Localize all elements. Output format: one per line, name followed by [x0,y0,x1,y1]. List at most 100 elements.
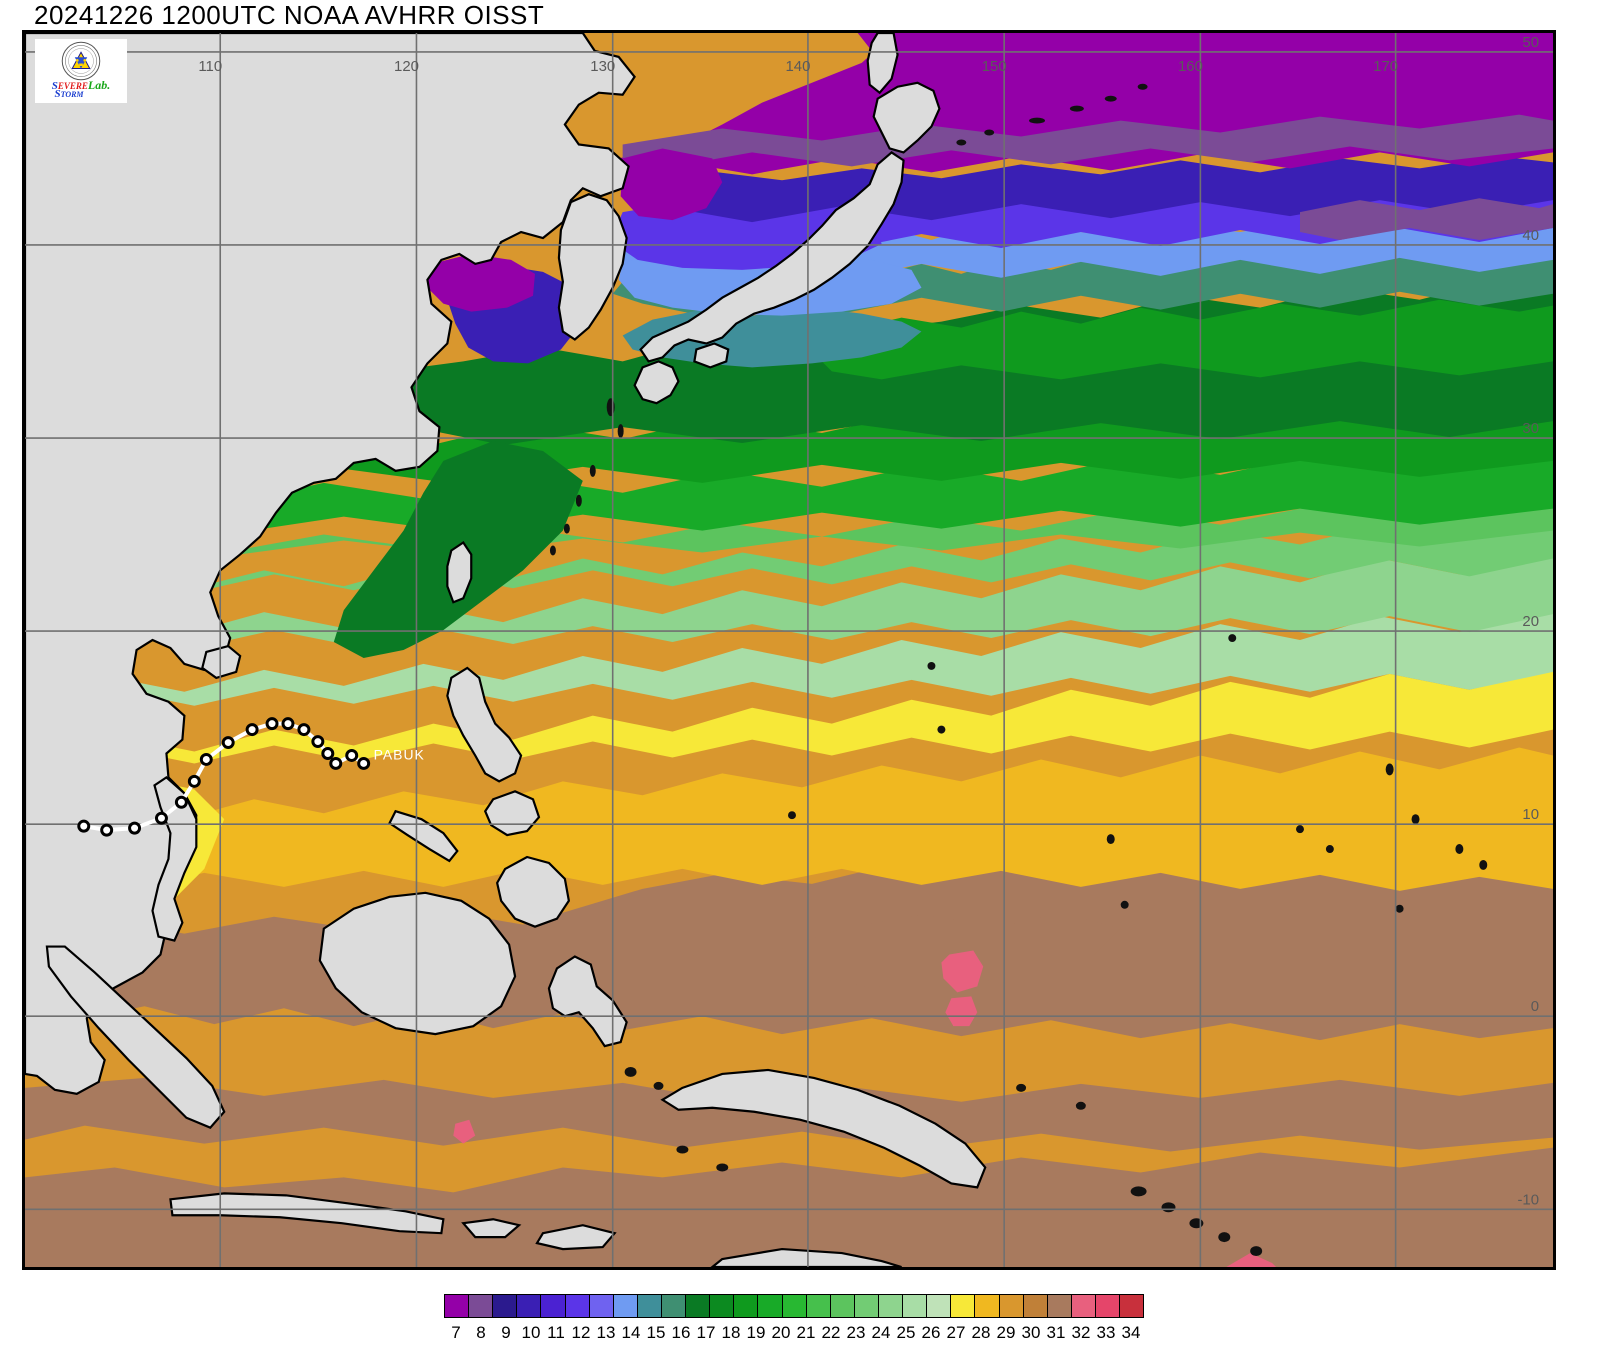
sst-band-7-gray-edge-2 [1299,198,1553,240]
lat-label-20: 20 [1522,613,1539,630]
colorbar-swatch-25 [1047,1295,1072,1317]
colorbar-swatch-1 [469,1295,494,1317]
land-new-guinea [660,1068,987,1189]
map-canvas[interactable]: 110 120 130 140 150 160 170 50 40 30 20 … [22,30,1556,1270]
colorbar-tick-25: 25 [896,1323,916,1342]
lon-label-150: 150 [982,58,1007,75]
colorbar-tick-11: 11 [547,1323,565,1342]
colorbar-swatch-21 [951,1295,976,1317]
colorbar-swatch-27 [1095,1295,1121,1317]
colorbar-swatch-19 [903,1295,928,1317]
sst-band-25 [25,612,1553,708]
colorbar-tick-27: 27 [946,1323,966,1342]
colorbar-swatch-7 [613,1295,638,1317]
colorbar-swatch-28 [1120,1295,1144,1317]
severe-storm-lab-logo: SEVERELab. STORM [35,39,127,103]
colorbar-tick-9: 9 [501,1323,511,1342]
lon-label-160: 160 [1178,58,1203,75]
colorbar-swatch-0 [445,1295,470,1317]
lat-label-10: 10 [1522,806,1539,823]
sst-band-green-japan-e [811,299,1553,380]
colorbar-swatch-4 [541,1295,566,1317]
colorbar-tick-26: 26 [921,1323,941,1342]
logo-s2: S [54,88,61,100]
sst-band-31-core-2 [945,996,978,1027]
lat-label-40: 40 [1522,227,1539,244]
colorbar-swatch-10 [686,1295,711,1317]
colorbar-swatch-13 [758,1295,783,1317]
storm-track-pabuk[interactable]: PABUK [77,717,425,837]
lon-label-130: 130 [590,58,615,75]
storm-track-markers [77,717,371,837]
colorbar-swatch-26 [1071,1295,1096,1317]
logo-lab: Lab. [87,78,111,92]
land-sumatra [45,945,226,1129]
colorbar-tick-13: 13 [596,1323,616,1342]
graticule-lines [25,33,1553,1267]
land-timor [535,1224,617,1251]
colorbar-swatch-22 [975,1295,1000,1317]
lon-label-170: 170 [1373,58,1398,75]
colorbar-tick-22: 22 [821,1323,841,1342]
lat-label-50: 50 [1522,34,1539,51]
lon-label-110: 110 [198,58,222,75]
colorbar-labels: 7 8 9 10 11 12 13 14 15 16 17 18 19 20 21 22 23 24 25 26 27 2… [444,1320,1144,1346]
colorbar-swatch-14 [782,1295,807,1317]
colorbar-tick-15: 15 [646,1323,666,1342]
colorbar-swatch-2 [493,1295,518,1317]
colorbar-swatch-6 [589,1295,614,1317]
colorbar-swatch-18 [878,1295,904,1317]
colorbar-tick-32: 32 [1071,1323,1091,1342]
land-sakhalin [866,33,899,95]
colorbar-tick-14: 14 [621,1323,641,1342]
colorbar-swatch-15 [806,1295,831,1317]
land-philippines-luzon [446,666,523,783]
land-philippines-mindanao [495,855,571,928]
sst-band-31-core-3 [1226,1253,1277,1267]
sst-band-31-core-1 [941,950,984,993]
colorbar-tick-28: 28 [971,1323,991,1342]
colorbar-swatch-12 [734,1295,759,1317]
colorbar-tick-17: 17 [696,1323,716,1342]
colorbar-swatch-23 [999,1295,1024,1317]
land-hainan [201,644,242,680]
land-borneo [318,891,517,1036]
page-title: 20241226 1200UTC NOAA AVHRR OISST [34,0,545,30]
colorbar-tick-18: 18 [721,1323,741,1342]
land-japan-hokkaido [872,81,941,154]
colorbar-tick-7: 7 [451,1323,461,1342]
colorbar-swatch-9 [661,1295,687,1317]
colorbar-tick-12: 12 [571,1323,591,1342]
colorbar-tick-31: 31 [1046,1323,1066,1342]
colorbar-tick-29: 29 [996,1323,1016,1342]
colorbar-tick-20: 20 [771,1323,791,1342]
sst-band-31-core-4 [453,1119,476,1144]
storm-label-pabuk: PABUK [374,746,425,762]
sst-map-svg[interactable]: 110 120 130 140 150 160 170 50 40 30 20 … [25,33,1553,1267]
logo-storm: TORM [60,90,84,99]
lat-label-30: 30 [1522,420,1539,437]
colorbar-tick-23: 23 [846,1323,866,1342]
land-japan-kyushu [633,360,680,405]
sst-band-30-core-a [782,912,1121,989]
colorbar-swatch-16 [830,1295,855,1317]
colorbar-swatch-5 [565,1295,590,1317]
colorbar-swatch-20 [927,1295,952,1317]
sst-band-27-28 [25,747,1553,891]
sst-band-29-south [25,1147,1553,1267]
sst-band-purple-mid [620,148,723,221]
land-taiwan [446,541,473,604]
colorbar-swatch-11 [710,1295,735,1317]
colorbar-swatch-3 [517,1295,542,1317]
colorbar-tick-30: 30 [1021,1323,1041,1342]
logo-s: S [51,80,58,92]
colorbar-swatch-24 [1023,1295,1048,1317]
colorbar-tick-21: 21 [796,1323,816,1342]
lat-label-0: 0 [1531,998,1539,1015]
logo-wordmark-2: STORM [54,89,83,100]
colorbar[interactable] [444,1294,1144,1318]
colorbar-swatch-17 [854,1295,879,1317]
sst-band-26 [25,669,1553,766]
land-japan-honshu [639,151,905,363]
